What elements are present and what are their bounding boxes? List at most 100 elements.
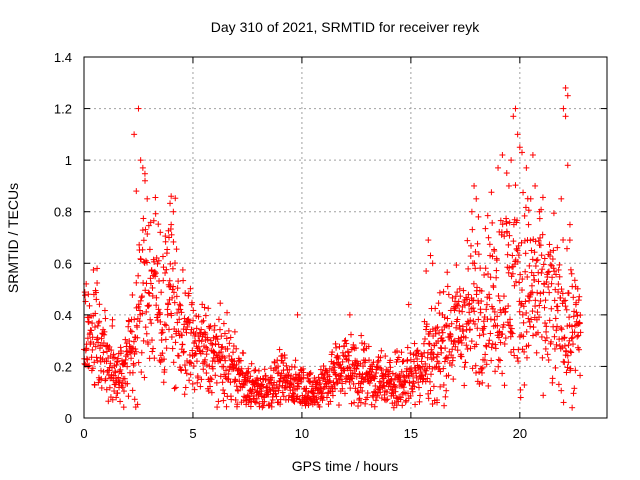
data-point-marker <box>543 323 550 330</box>
data-point-marker <box>220 363 227 370</box>
data-point-marker <box>568 349 575 356</box>
data-point-marker <box>161 356 168 363</box>
data-point-marker <box>524 273 531 280</box>
data-point-marker <box>398 349 405 356</box>
data-point-marker <box>550 265 557 272</box>
data-point-marker <box>500 321 507 328</box>
data-point-marker <box>500 293 507 300</box>
data-point-marker <box>490 284 497 291</box>
data-point-marker <box>532 297 539 304</box>
data-point-marker <box>478 298 485 305</box>
data-point-marker <box>555 289 562 296</box>
data-point-marker <box>384 388 391 395</box>
data-point-marker <box>121 375 128 382</box>
data-point-marker <box>548 305 555 312</box>
data-point-marker <box>294 380 301 387</box>
data-point-marker <box>105 398 112 405</box>
data-point-marker <box>215 341 222 348</box>
data-point-marker <box>146 302 153 309</box>
data-point-marker <box>217 373 224 380</box>
data-point-marker <box>413 370 420 377</box>
plot-frame <box>83 56 608 419</box>
data-point-marker <box>550 247 557 254</box>
data-point-marker <box>378 395 385 402</box>
data-point-marker <box>417 392 424 399</box>
data-point-marker <box>135 359 142 366</box>
data-point-marker <box>576 346 583 353</box>
data-point-marker <box>460 287 467 294</box>
data-point-marker <box>226 352 233 359</box>
data-point-marker <box>397 394 404 401</box>
data-point-marker <box>265 401 272 408</box>
data-point-marker <box>128 355 135 362</box>
data-point-marker <box>439 329 446 336</box>
data-point-marker <box>545 283 552 290</box>
data-point-marker <box>364 394 371 401</box>
data-point-marker <box>183 370 190 377</box>
data-point-marker <box>537 234 544 241</box>
data-point-marker <box>366 357 373 364</box>
data-point-marker <box>107 360 114 367</box>
data-point-marker <box>150 217 157 224</box>
data-point-marker <box>201 304 208 311</box>
data-point-marker <box>306 371 313 378</box>
data-point-marker <box>551 333 558 340</box>
data-point-marker <box>484 212 491 219</box>
data-point-marker <box>491 308 498 315</box>
data-point-marker <box>521 348 528 355</box>
data-point-marker <box>140 279 147 286</box>
data-point-marker <box>186 319 193 326</box>
data-point-marker <box>509 252 516 259</box>
data-point-marker <box>88 327 95 334</box>
data-point-marker <box>193 325 200 332</box>
data-point-marker <box>407 356 414 363</box>
data-point-marker <box>139 310 146 317</box>
data-point-marker <box>540 392 547 399</box>
data-point-marker <box>269 374 276 381</box>
data-point-marker <box>140 337 147 344</box>
data-point-marker <box>473 341 480 348</box>
data-point-marker <box>378 347 385 354</box>
data-point-marker <box>117 398 124 405</box>
data-point-marker <box>214 336 221 343</box>
data-point-marker <box>145 289 152 296</box>
data-point-marker <box>305 402 312 409</box>
data-point-marker <box>141 170 148 177</box>
data-point-marker <box>286 366 293 373</box>
data-point-marker <box>227 379 234 386</box>
data-point-marker <box>109 396 116 403</box>
data-point-marker <box>425 390 432 397</box>
data-point-marker <box>422 371 429 378</box>
data-point-marker <box>200 366 207 373</box>
data-point-marker <box>131 316 138 323</box>
data-point-marker <box>404 344 411 351</box>
data-point-marker <box>464 296 471 303</box>
data-point-marker <box>249 386 256 393</box>
data-point-marker <box>507 333 514 340</box>
data-point-marker <box>106 343 113 350</box>
data-point-marker <box>450 338 457 345</box>
data-point-marker <box>516 279 523 286</box>
data-point-marker <box>575 332 582 339</box>
data-point-marker <box>159 253 166 260</box>
data-point-marker <box>149 284 156 291</box>
data-point-marker <box>571 277 578 284</box>
data-point-marker <box>530 324 537 331</box>
data-point-marker <box>327 398 334 405</box>
data-point-marker <box>480 331 487 338</box>
data-point-marker <box>219 343 226 350</box>
data-point-marker <box>181 362 188 369</box>
data-point-marker <box>456 307 463 314</box>
data-point-marker <box>577 372 584 379</box>
data-point-marker <box>512 278 519 285</box>
data-point-marker <box>470 280 477 287</box>
data-point-marker <box>407 350 414 357</box>
data-point-marker <box>168 193 175 200</box>
data-point-marker <box>404 390 411 397</box>
data-point-marker <box>360 363 367 370</box>
data-point-marker <box>503 170 510 177</box>
data-point-marker <box>465 291 472 298</box>
data-point-marker <box>476 332 483 339</box>
data-point-marker <box>429 349 436 356</box>
data-point-marker <box>252 399 259 406</box>
